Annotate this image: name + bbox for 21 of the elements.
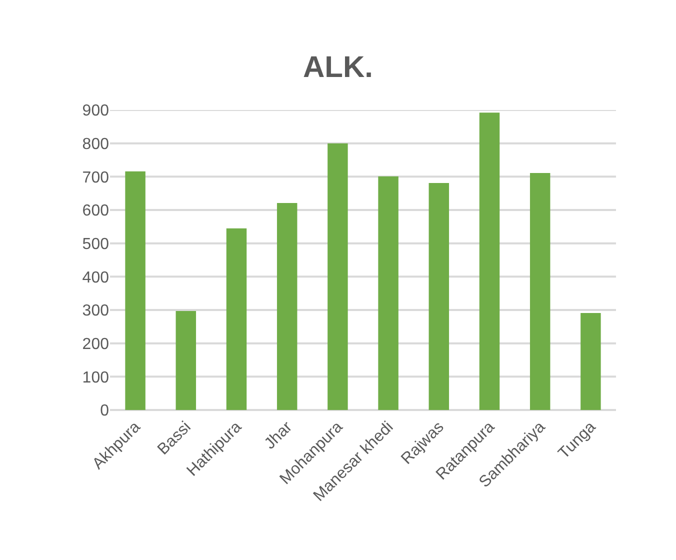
y-tick-label: 200 [82,336,110,353]
y-tick-label: 700 [82,169,110,186]
y-tick-label: 0 [100,402,110,420]
y-tick-label: 100 [82,369,110,386]
bar [226,228,247,410]
bar [479,112,500,410]
chart-title: ALK. [303,51,373,84]
y-tick-label: 600 [82,202,110,220]
bar [378,176,398,410]
y-tick-label: 300 [82,302,110,320]
y-tick-label: 500 [82,236,110,253]
y-tick-label: 400 [82,269,110,286]
y-tick-label: 800 [82,136,110,153]
bar [125,171,146,410]
bar [328,143,348,410]
bar [580,313,601,410]
bar [530,173,550,410]
bar [276,203,298,410]
bar [428,183,450,410]
bar [176,311,196,410]
y-tick-label: 900 [82,102,110,120]
